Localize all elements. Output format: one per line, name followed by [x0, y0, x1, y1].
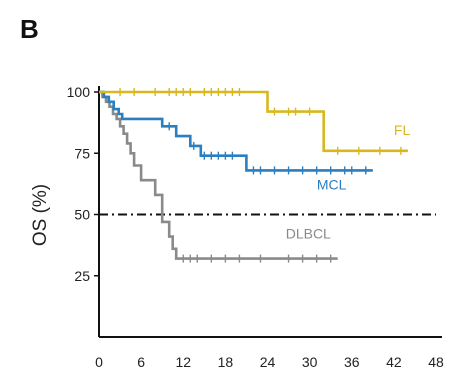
x-tick-label: 18 [218, 354, 234, 370]
y-axis-label: OS (%) [30, 184, 51, 246]
x-tick-label: 30 [302, 354, 318, 370]
series-mcl: MCL [99, 90, 373, 192]
x-tick-label: 24 [260, 354, 276, 370]
series-fl: FL [99, 88, 410, 155]
panel-label: B [20, 14, 39, 44]
mcl-curve [99, 90, 373, 172]
x-tick-label: 42 [386, 354, 402, 370]
y-tick-label: 50 [74, 207, 90, 223]
axes: 25 50 75 100 0 6 12 18 24 30 36 42 48 [67, 84, 444, 370]
y-tick-label: 75 [74, 145, 90, 161]
y-tick-label: 100 [67, 84, 91, 100]
fl-curve [99, 90, 408, 153]
y-tick-label: 25 [74, 268, 90, 284]
x-tick-label: 12 [175, 354, 191, 370]
x-tick-label: 36 [344, 354, 360, 370]
dlbcl-curve [99, 90, 338, 260]
x-tick-label: 48 [428, 354, 444, 370]
x-tick-label: 0 [95, 354, 103, 370]
x-tick-label: 6 [137, 354, 145, 370]
series-group: DLBCL MCL FL [99, 88, 410, 263]
dlbcl-series-label: DLBCL [286, 226, 331, 242]
fl-series-label: FL [394, 122, 411, 138]
series-dlbcl: DLBCL [99, 90, 338, 263]
mcl-series-label: MCL [317, 176, 347, 192]
